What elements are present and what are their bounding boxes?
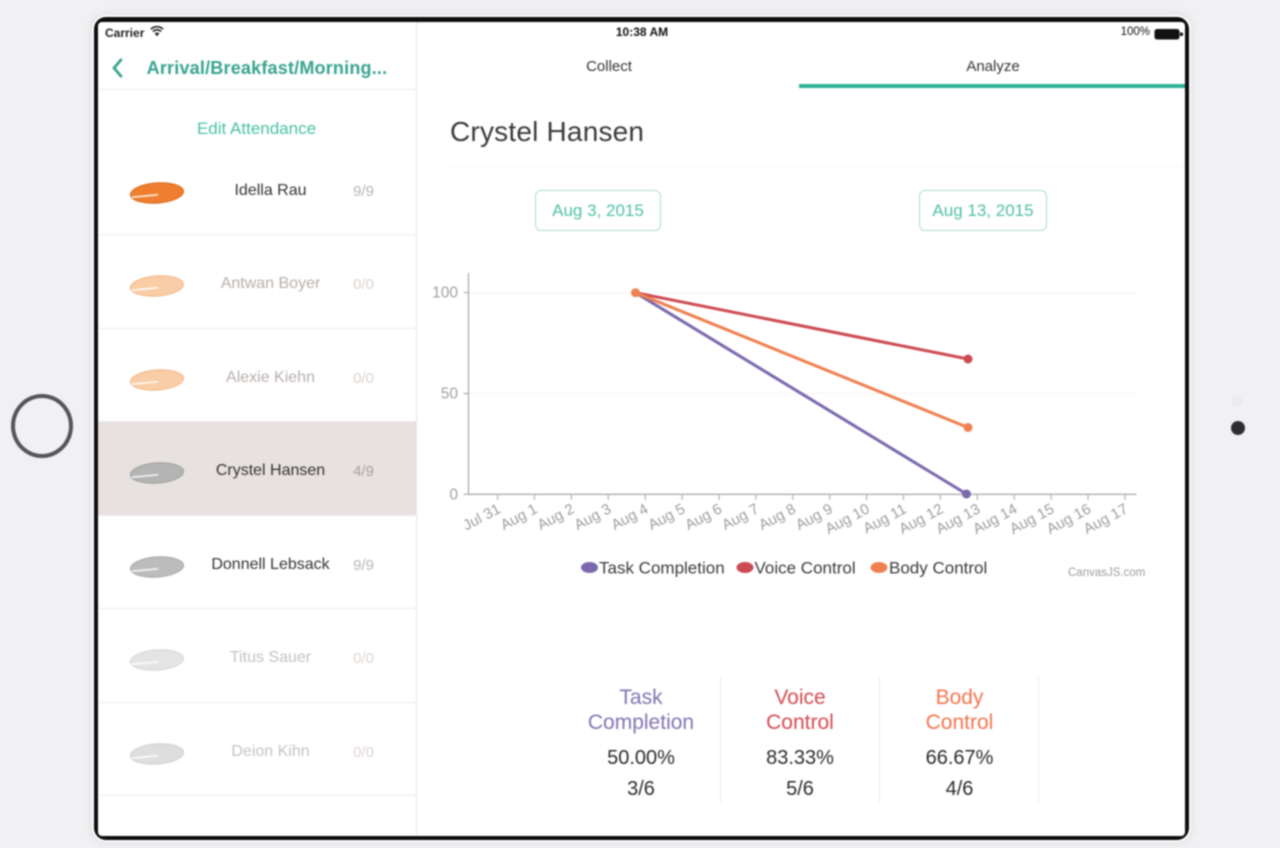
svg-text:Aug 2: Aug 2 bbox=[535, 501, 578, 534]
svg-text:Jul 31: Jul 31 bbox=[460, 501, 503, 535]
svg-text:100: 100 bbox=[432, 285, 458, 302]
svg-text:Aug 5: Aug 5 bbox=[645, 501, 688, 534]
svg-text:Aug 8: Aug 8 bbox=[756, 501, 799, 534]
svg-text:Aug 3: Aug 3 bbox=[572, 501, 615, 534]
svg-text:Aug 4: Aug 4 bbox=[608, 501, 651, 534]
svg-text:CanvasJS.com: CanvasJS.com bbox=[1068, 567, 1145, 579]
svg-text:Aug 7: Aug 7 bbox=[719, 501, 762, 534]
svg-text:Voice Control: Voice Control bbox=[755, 559, 856, 578]
svg-text:Task Completion: Task Completion bbox=[599, 559, 725, 578]
svg-text:Aug 1: Aug 1 bbox=[498, 501, 541, 534]
svg-text:50: 50 bbox=[441, 386, 459, 403]
svg-text:0: 0 bbox=[449, 487, 458, 504]
svg-text:Aug 6: Aug 6 bbox=[682, 501, 725, 534]
svg-text:Body Control: Body Control bbox=[889, 559, 987, 578]
